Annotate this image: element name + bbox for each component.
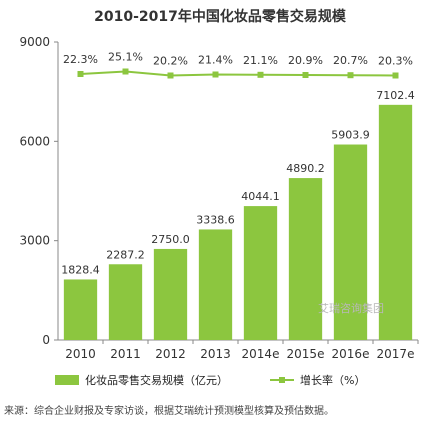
x-tick-label: 2010 [65,347,96,361]
growth-value-label: 20.2% [153,55,188,68]
bar-value-label: 7102.4 [376,89,415,102]
growth-marker [392,72,399,79]
bar-value-label: 2287.2 [106,248,145,261]
growth-marker [302,72,309,78]
growth-value-label: 25.1% [108,51,143,64]
source-note: 来源：综合企业财报及专家访谈，根据艾瑞统计预测模型核算及预估数据。 [4,406,334,417]
growth-value-label: 20.9% [288,54,323,67]
growth-line [80,70,396,77]
bar-value-label: 5903.9 [331,129,370,142]
x-tick-label: 2014e [242,347,280,361]
growth-value-label: 20.7% [333,54,368,67]
watermark: 艾瑞咨询集团 [318,302,384,315]
x-tick-label: 2017e [377,347,415,361]
bar [108,264,143,340]
x-tick-label: 2015e [287,347,325,361]
x-tick-label: 2016e [332,347,370,361]
bar [198,229,233,340]
legend-item-line: 增长率（%） [270,372,365,388]
y-tick-label: 3000 [19,234,50,248]
growth-marker [122,68,129,75]
legend-label-bar: 化妆品零售交易规模（亿元） [85,374,228,387]
x-tick-label: 2011 [110,347,141,361]
growth-value-label: 21.4% [198,54,233,67]
bar-value-label: 2750.0 [151,233,190,246]
bar [63,279,98,340]
bar-value-label: 4890.2 [286,162,325,175]
bar [288,178,323,340]
bar [153,248,188,340]
growth-marker [257,71,264,78]
bar [378,104,413,341]
growth-marker [77,71,84,77]
growth-value-label: 22.3% [63,53,98,66]
growth-value-label: 21.1% [243,54,278,67]
legend: 化妆品零售交易规模（亿元） 增长率（%） [55,372,435,388]
y-tick-label: 0 [42,333,50,347]
growth-marker [347,72,354,79]
y-tick-label: 6000 [19,134,50,148]
bar-value-label: 3338.6 [196,213,235,226]
x-tick-label: 2013 [200,347,231,361]
bar-value-label: 1828.4 [61,263,100,276]
bar-value-label: 4044.1 [241,190,280,203]
legend-label-line: 增长率（%） [300,374,366,387]
x-tick-label: 2012 [155,347,186,361]
legend-item-bar: 化妆品零售交易规模（亿元） [55,372,228,388]
bar [333,144,368,340]
y-tick-label: 9000 [19,35,50,49]
growth-marker [167,72,174,79]
legend-bar-swatch [55,375,79,385]
growth-marker [212,71,219,78]
growth-value-label: 20.3% [378,55,413,68]
legend-line-swatch [270,375,294,385]
bar [243,206,278,340]
chart-title: 2010-2017年中国化妆品零售交易规模 [94,9,346,25]
